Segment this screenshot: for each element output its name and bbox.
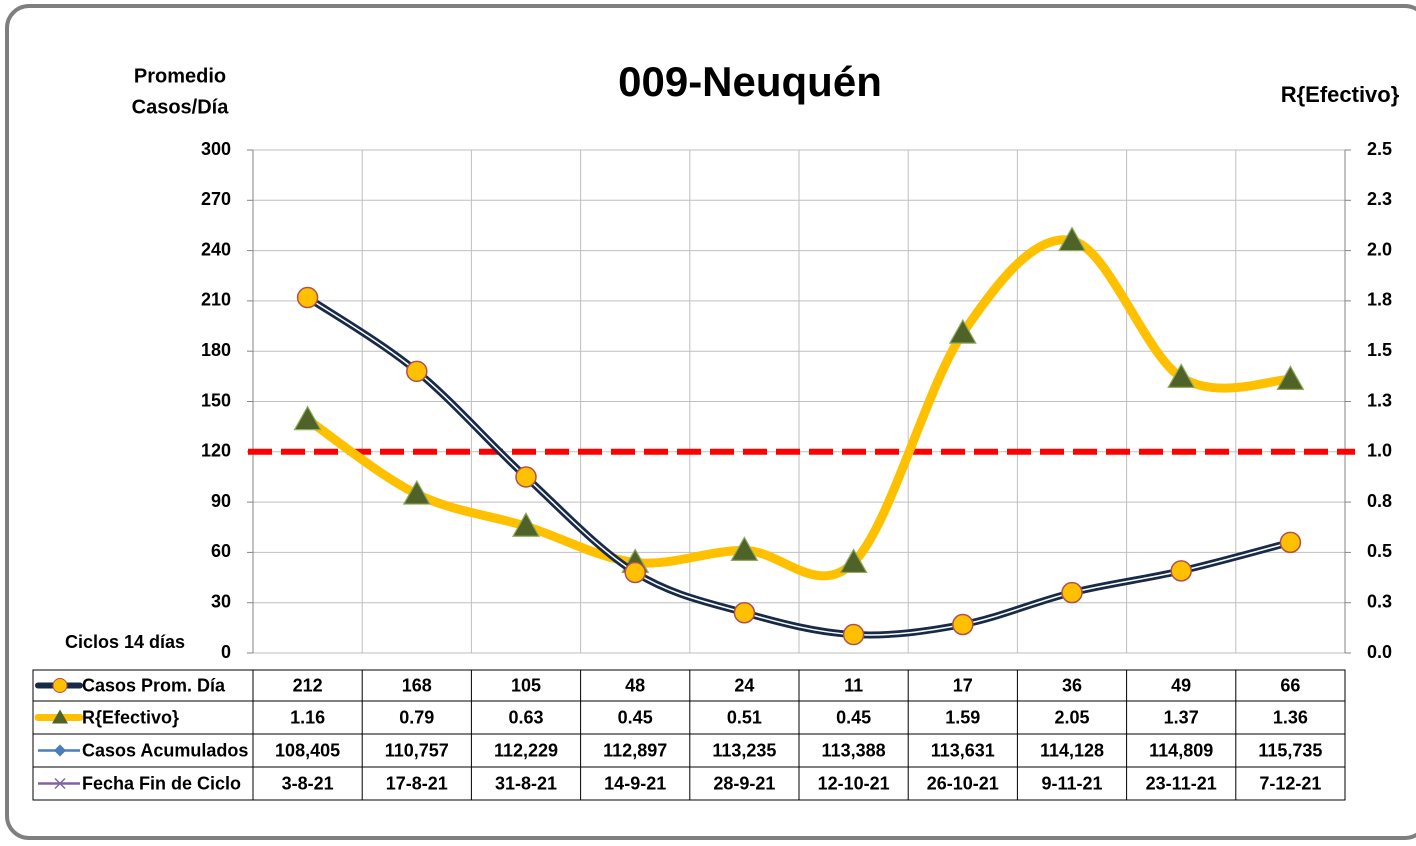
- table-cell: 28-9-21: [713, 773, 775, 793]
- table-cell: 36: [1062, 675, 1082, 695]
- y-tick-label: 30: [211, 591, 231, 611]
- point-marker: [733, 602, 756, 624]
- point-marker: [1170, 560, 1192, 582]
- table-cell: 9-11-21: [1041, 773, 1102, 793]
- table-cell: 66: [1280, 675, 1300, 695]
- y-axis-label: Casos/Día: [132, 96, 230, 118]
- point-marker: [515, 466, 537, 488]
- y2-tick-label: 0.5: [1367, 541, 1392, 561]
- y2-tick-label: 2.5: [1367, 139, 1392, 159]
- y2-tick-label: 0.3: [1367, 591, 1392, 611]
- legend-marker: [54, 744, 66, 757]
- legend-label: Casos Acumulados: [82, 740, 248, 760]
- point-marker: [1057, 226, 1087, 252]
- table-cell: 48: [625, 675, 645, 695]
- point-marker: [511, 512, 541, 537]
- table-cell: 49: [1171, 675, 1191, 695]
- chart-title: 009-Neuquén: [618, 58, 882, 105]
- point-marker: [1276, 365, 1305, 390]
- chart-frame: [5, 4, 1416, 840]
- point-marker: [1061, 581, 1083, 604]
- data-table: Casos Prom. Día 212 168 105 48 24 11 17 36 49 66 R{…: [32, 669, 1346, 801]
- y2-tick-label: 0.0: [1367, 642, 1392, 662]
- point-marker: [296, 286, 319, 309]
- table-cell: 105: [511, 675, 541, 695]
- point-marker: [293, 405, 322, 431]
- legend-label: Fecha Fin de Ciclo: [82, 773, 241, 793]
- legend-label: R{Efectivo}: [82, 707, 179, 727]
- y2-tick-label: 1.0: [1367, 441, 1392, 461]
- table-cell: 114,128: [1040, 740, 1104, 760]
- table-cell: 115,735: [1258, 740, 1322, 760]
- table-cell: 0.51: [727, 707, 762, 727]
- table-cell: 108,405: [275, 740, 340, 760]
- y-tick-label: 0: [221, 642, 231, 662]
- table-cell: 17-8-21: [386, 773, 448, 793]
- point-marker: [1279, 531, 1302, 554]
- table-cell: 1.37: [1164, 707, 1199, 727]
- point-marker: [624, 561, 646, 584]
- legend-marker: [54, 777, 66, 790]
- y2-tick-label: 1.5: [1367, 340, 1392, 360]
- legend-marker: [52, 709, 68, 724]
- y2-tick-label: 1.8: [1367, 290, 1392, 310]
- table-cell: 212: [293, 675, 323, 695]
- legend-marker: [52, 678, 68, 693]
- x-axis-label: Ciclos 14 días: [65, 632, 185, 652]
- table-cell: 0.45: [618, 707, 653, 727]
- table-cell: 112,897: [603, 740, 667, 760]
- table-cell: 11: [844, 675, 863, 695]
- y2-tick-label: 2.0: [1367, 239, 1392, 259]
- table-cell: 113,631: [931, 740, 995, 760]
- point-marker: [730, 536, 759, 561]
- table-cell: 1.59: [945, 707, 980, 727]
- table-cell: 31-8-21: [495, 773, 557, 793]
- table-cell: 24: [734, 675, 754, 695]
- table-cell: 14-9-21: [604, 773, 666, 793]
- table-cell: 2.05: [1054, 707, 1089, 727]
- point-marker: [842, 623, 865, 646]
- point-marker: [402, 479, 431, 505]
- point-marker: [948, 318, 977, 344]
- y-tick-label: 240: [201, 239, 231, 259]
- y2-tick-label: 0.8: [1367, 491, 1392, 511]
- y-tick-label: 120: [201, 441, 231, 461]
- y2-tick-label: 2.3: [1367, 189, 1392, 209]
- table-cell: 0.45: [836, 707, 871, 727]
- point-marker: [952, 613, 974, 636]
- table-cell: 114,809: [1149, 740, 1213, 760]
- table-cell: 110,757: [385, 740, 449, 760]
- table-cell: 1.36: [1273, 707, 1308, 727]
- y-tick-label: 150: [201, 390, 231, 410]
- table-cell: 3-8-21: [282, 773, 334, 793]
- point-marker: [406, 360, 428, 383]
- y-tick-label: 180: [201, 340, 231, 360]
- table-cell: 7-12-21: [1259, 773, 1321, 793]
- table-cell: 112,229: [494, 740, 558, 760]
- table-cell: 26-10-21: [927, 773, 999, 793]
- y-tick-label: 60: [211, 541, 231, 561]
- point-marker: [1167, 363, 1196, 388]
- table-cell: 113,235: [712, 740, 776, 760]
- y2-tick-label: 1.3: [1367, 390, 1392, 410]
- table-cell: 113,388: [822, 740, 886, 760]
- y-tick-label: 90: [211, 491, 231, 511]
- y-tick-label: 210: [201, 290, 231, 310]
- series-line-inner: [307, 296, 1291, 636]
- table-cell: 23-11-21: [1146, 773, 1217, 793]
- point-marker: [839, 548, 868, 574]
- table-cell: 1.16: [290, 707, 325, 727]
- y-tick-label: 300: [201, 139, 231, 159]
- y2-axis-label: R{Efectivo}: [1281, 82, 1400, 107]
- table-cell: 12-10-21: [818, 773, 890, 793]
- y-tick-label: 270: [201, 189, 231, 209]
- legend-label: Casos Prom. Día: [82, 675, 226, 695]
- table-cell: 0.63: [508, 707, 543, 727]
- y-axis-label: Promedio: [134, 65, 226, 87]
- table-cell: 168: [402, 675, 432, 695]
- table-cell: 0.79: [399, 707, 434, 727]
- table-cell: 17: [953, 675, 973, 695]
